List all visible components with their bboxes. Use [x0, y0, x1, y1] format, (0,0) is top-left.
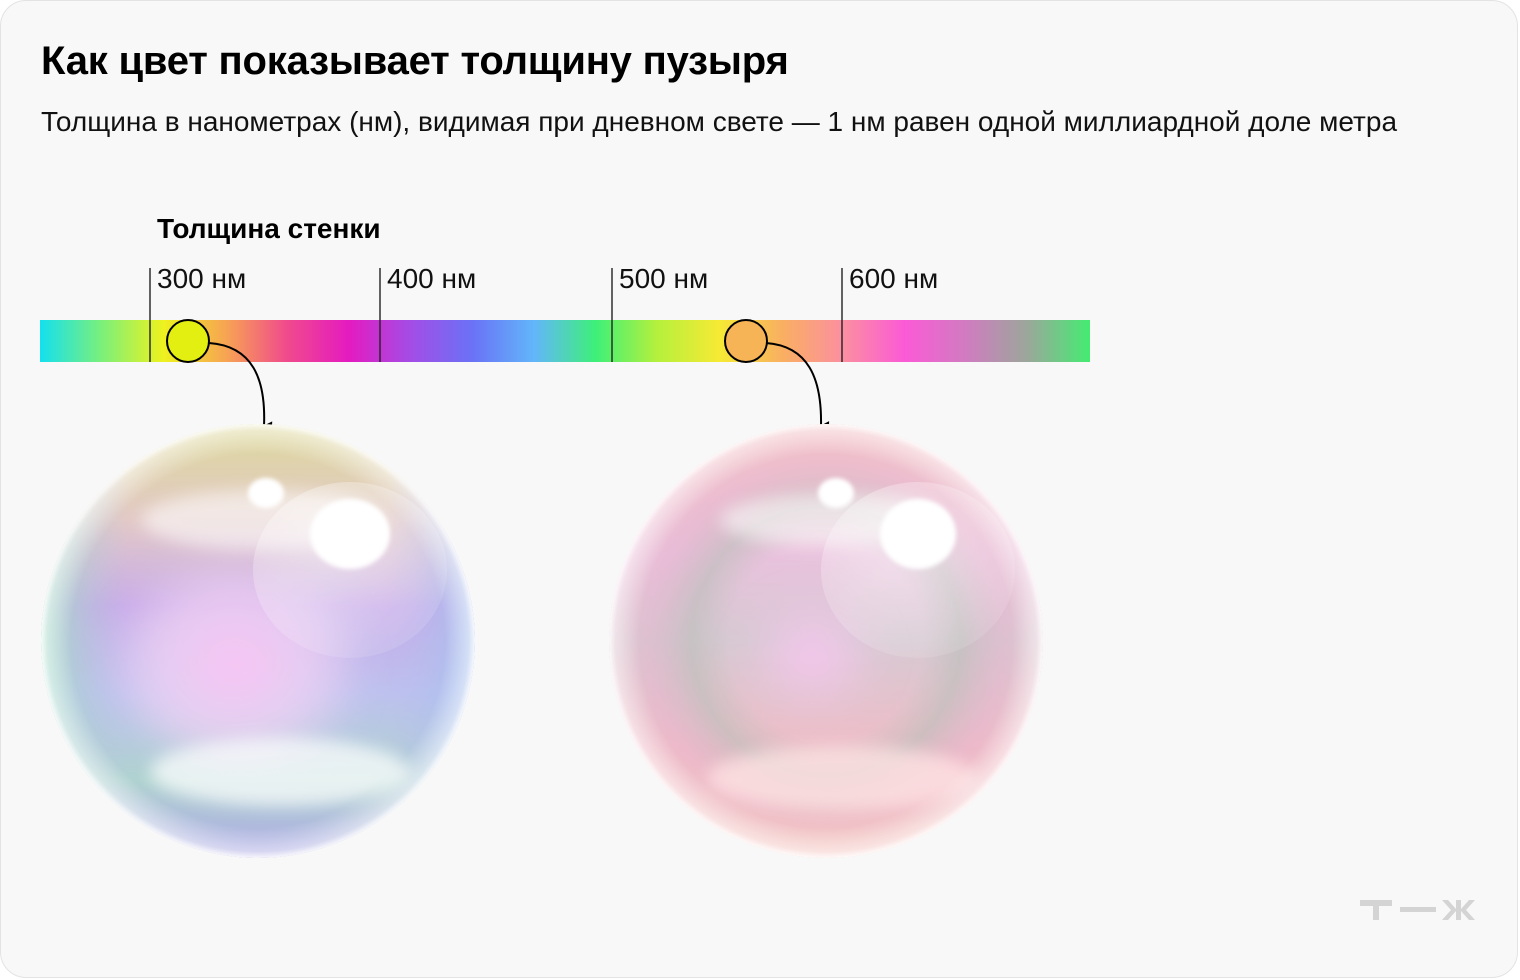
bubble-thin: [41, 424, 475, 858]
bubble-thick: [609, 424, 1043, 858]
subtitle: Толщина в нанометрах (нм), видимая при д…: [41, 106, 1398, 137]
thickness-spectrum-bar: [40, 320, 1090, 362]
tzh-logo-icon: [1360, 900, 1475, 920]
tick-label-400: 400 нм: [387, 263, 477, 294]
scale-label: Толщина стенки: [157, 213, 381, 244]
tick-label-300: 300 нм: [157, 263, 247, 294]
tick-label-600: 600 нм: [849, 263, 939, 294]
page-title: Как цвет показывает толщину пузыря: [41, 39, 789, 83]
tick-label-500: 500 нм: [619, 263, 709, 294]
marker-thin-circle: [166, 319, 210, 363]
arrow-thin: [208, 342, 273, 432]
marker-thick-circle: [724, 319, 768, 363]
arrow-thick: [765, 342, 830, 432]
